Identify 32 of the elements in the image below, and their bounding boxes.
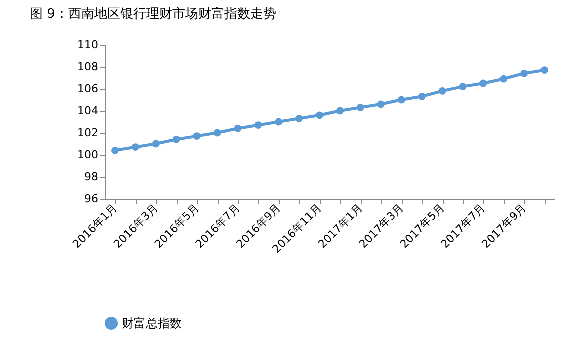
- point: [193, 132, 201, 140]
- point: [152, 140, 160, 148]
- y-tick-label: 110: [78, 38, 98, 52]
- point: [459, 83, 467, 90]
- point: [398, 96, 406, 104]
- y-tick-label: 100: [78, 148, 98, 162]
- point: [112, 146, 119, 154]
- y-tick-label: 106: [78, 82, 98, 96]
- point: [418, 93, 426, 100]
- y-tick-label: 104: [78, 104, 98, 118]
- point: [356, 104, 364, 112]
- point: [500, 75, 508, 83]
- point: [541, 66, 548, 74]
- y-tick-label: 102: [78, 126, 98, 140]
- point: [172, 136, 180, 144]
- y-tick-label: 108: [78, 60, 98, 74]
- point: [275, 118, 283, 126]
- legend-label: 财富总指数: [122, 316, 182, 330]
- point: [214, 129, 222, 137]
- y-tick-label: 98: [84, 170, 98, 184]
- point: [520, 70, 528, 78]
- point: [336, 107, 344, 115]
- point: [377, 100, 385, 108]
- point: [234, 124, 242, 132]
- y-tick-label: 96: [84, 192, 98, 206]
- chart-title: 图 9：西南地区银行理财市场财富指数走势: [30, 6, 276, 22]
- point: [132, 144, 140, 151]
- point: [316, 112, 324, 120]
- point: [254, 122, 262, 129]
- point: [296, 115, 304, 122]
- point: [438, 88, 446, 95]
- point: [480, 80, 488, 88]
